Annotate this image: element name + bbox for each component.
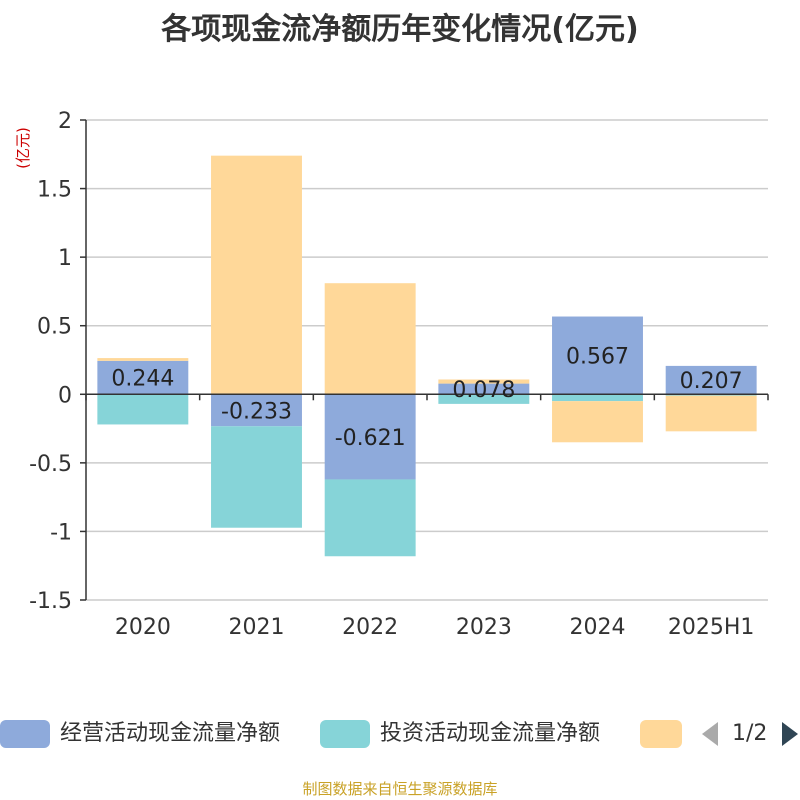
legend-next-page-icon[interactable]	[782, 722, 798, 746]
bar-series1-2021	[211, 394, 302, 427]
x-tick-label: 2022	[342, 615, 398, 640]
data-label: -0.621	[335, 426, 406, 451]
bar-series1-2022	[324, 394, 416, 480]
y-axis: 2 1.5 1 0.5 0 -0.5 -1 -1.5 (亿元)	[14, 109, 87, 614]
chart: 2 1.5 1 0.5 0 -0.5 -1 -1.5 (亿元) 2020 2021 2022 2023…	[14, 109, 769, 640]
y-tick-label: 2	[58, 109, 72, 134]
bar-series2-2021	[211, 426, 302, 528]
x-tick-label: 2025H1	[668, 615, 755, 640]
data-label: 0.567	[566, 344, 629, 369]
grid-lines	[86, 119, 768, 601]
data-label: 0.078	[452, 378, 515, 403]
x-axis: 2020 2021 2022 2023 2024 2025H1	[85, 393, 769, 640]
bar-series3-2023	[438, 379, 530, 384]
bar-series1-2025H1	[665, 365, 757, 395]
legend-swatch-operating	[0, 720, 50, 748]
x-tick-label: 2020	[115, 615, 171, 640]
data-label: 0.244	[111, 367, 174, 392]
bar-series3-2022	[324, 283, 416, 395]
chart-title: 各项现金流净额历年变化情况(亿元)	[161, 12, 639, 47]
legend-label-investing: 投资活动现金流量净额	[380, 721, 601, 746]
data-label: 0.207	[680, 369, 743, 394]
y-tick-label: -1.5	[29, 589, 72, 614]
x-tick-label: 2021	[229, 615, 285, 640]
bar-series1-2023	[438, 383, 530, 395]
y-tick-label: -0.5	[29, 452, 72, 477]
bar-series1-2024	[552, 316, 643, 395]
bar-series2-2020	[97, 394, 189, 425]
bar-series2-2023	[438, 394, 530, 404]
bar-series3-2021	[211, 155, 302, 395]
legend-prev-page-icon[interactable]	[702, 722, 718, 746]
y-axis-title: (亿元)	[14, 127, 32, 169]
bar-series3-2020	[97, 358, 189, 361]
bars	[97, 155, 757, 557]
y-tick-label: -1	[50, 520, 72, 545]
bar-series3-2024	[552, 401, 643, 443]
legend-label-operating: 经营活动现金流量净额	[60, 721, 281, 746]
bar-series3-2025H1	[665, 395, 757, 432]
source-note: 制图数据来自恒生聚源数据库	[302, 780, 498, 798]
data-label: -0.233	[221, 399, 292, 424]
data-labels: 0.244 -0.233 -0.621 0.078 0.567 0.207	[111, 344, 742, 450]
x-tick-label: 2024	[570, 615, 626, 640]
bar-series2-2022	[324, 479, 416, 557]
legend: 经营活动现金流量净额 投资活动现金流量净额 1/2	[0, 712, 800, 756]
legend-swatch-financing	[640, 720, 682, 748]
y-tick-label: 1	[58, 246, 72, 271]
bar-series2-2024	[552, 394, 643, 402]
x-tick-label: 2023	[456, 615, 512, 640]
y-tick-label: 0.5	[37, 315, 72, 340]
legend-page-indicator: 1/2	[732, 721, 768, 746]
y-tick-label: 1.5	[37, 178, 72, 203]
y-tick-label: 0	[58, 383, 72, 408]
legend-swatch-investing	[320, 720, 370, 748]
bar-series1-2020	[97, 360, 189, 395]
